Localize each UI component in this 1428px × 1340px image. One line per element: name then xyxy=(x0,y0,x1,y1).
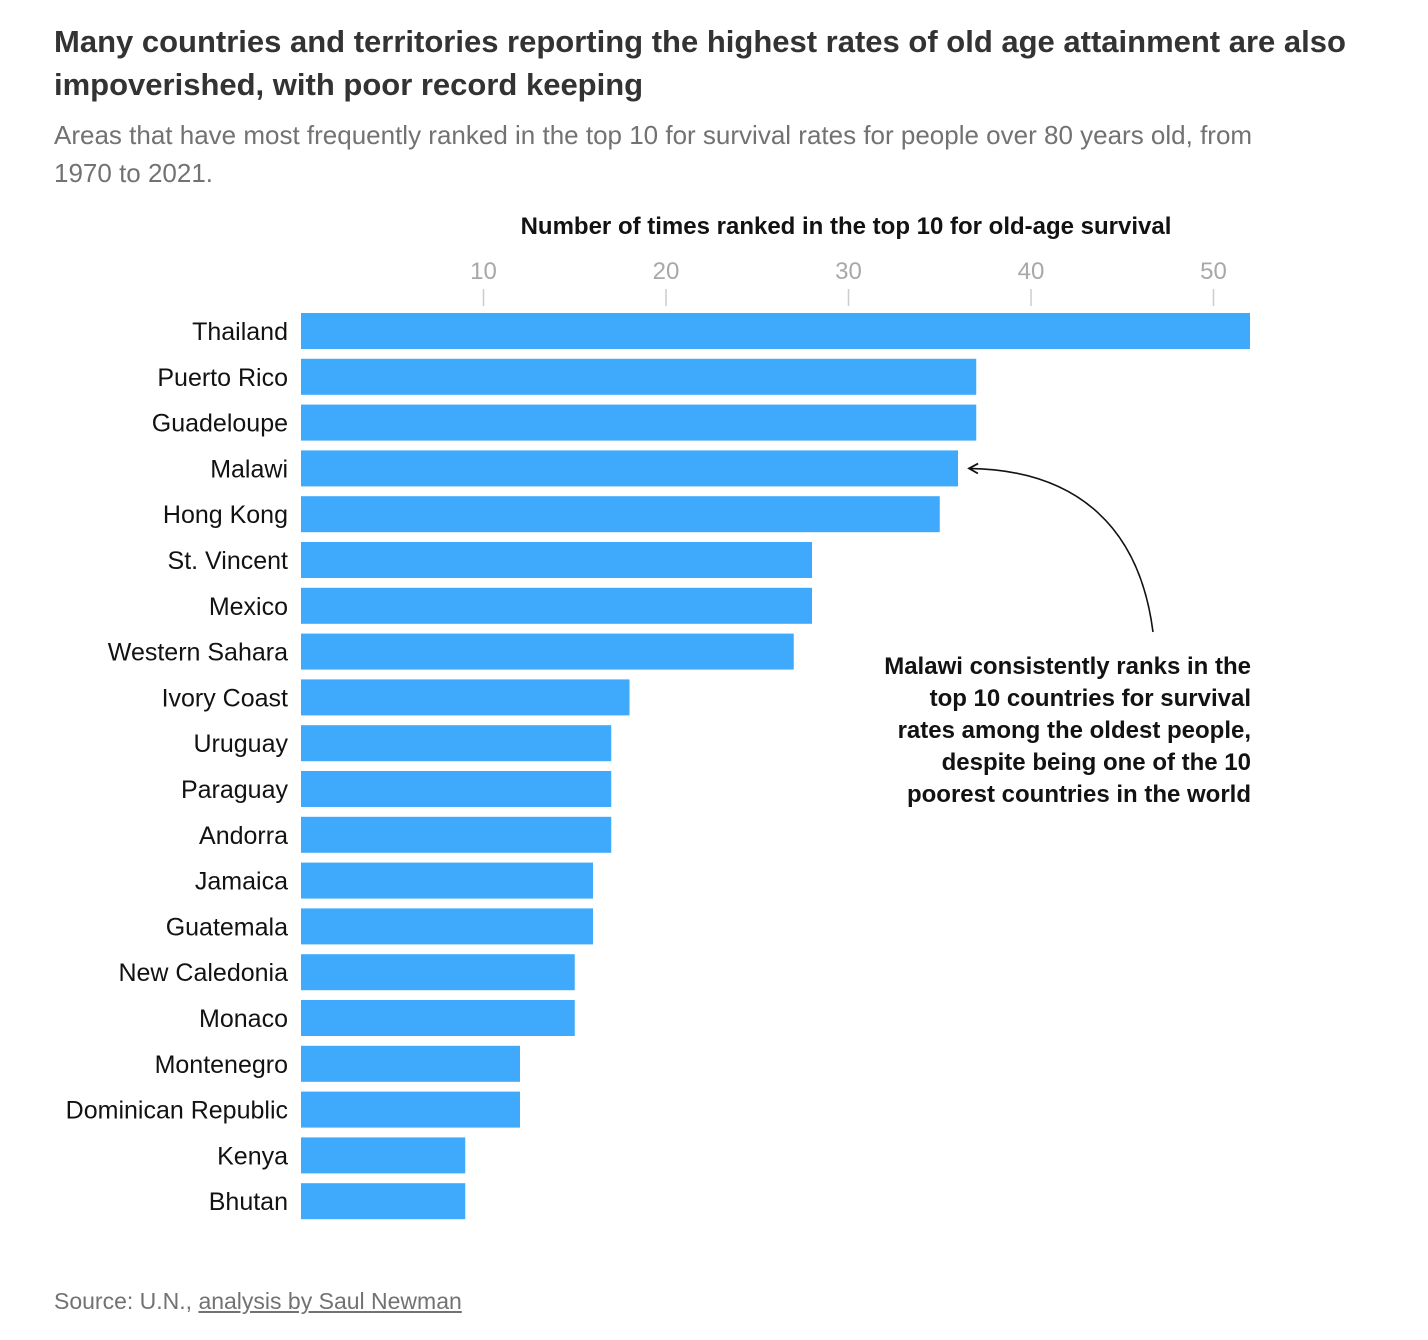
category-label: St. Vincent xyxy=(168,547,289,575)
x-tick-label: 20 xyxy=(653,258,680,285)
category-label: Montenegro xyxy=(155,1051,288,1079)
category-label: Paraguay xyxy=(181,776,289,804)
category-label: Hong Kong xyxy=(163,501,288,529)
category-label: Jamaica xyxy=(195,868,288,896)
category-labels: Thailand Puerto Rico Guadeloupe Malawi Hong … xyxy=(66,318,289,1216)
category-label: Western Sahara xyxy=(108,639,288,667)
category-label: Mexico xyxy=(209,593,288,621)
annotation: Malawi consistently ranks in the top 10 c… xyxy=(884,653,1251,808)
category-label: Ivory Coast xyxy=(162,684,288,712)
chart-title: Many countries and territories reporting… xyxy=(54,24,1346,102)
category-label: Bhutan xyxy=(209,1188,288,1216)
bar xyxy=(301,816,612,853)
annotation-line: top 10 countries for survival xyxy=(930,685,1251,712)
x-tick-label: 40 xyxy=(1018,258,1045,285)
category-label: Uruguay xyxy=(194,730,289,758)
x-axis-title: Number of times ranked in the top 10 for… xyxy=(521,213,1172,240)
bar xyxy=(301,587,812,624)
bar xyxy=(301,450,958,487)
category-label: Puerto Rico xyxy=(157,364,288,392)
category-label: Andorra xyxy=(199,822,288,850)
bar xyxy=(301,542,812,578)
category-label: Malawi xyxy=(210,455,288,483)
category-label: Thailand xyxy=(192,318,288,346)
x-tick-label: 30 xyxy=(835,258,862,285)
annotation-line: Malawi consistently ranks in the xyxy=(884,653,1251,680)
chart-subtitle: Areas that have most frequently ranked i… xyxy=(54,120,1253,188)
bar xyxy=(301,1137,466,1174)
bar xyxy=(301,1091,520,1128)
category-label: Guatemala xyxy=(166,913,288,941)
bar xyxy=(301,358,977,395)
annotation-line: poorest countries in the world xyxy=(907,781,1251,808)
category-label: Monaco xyxy=(199,1005,288,1033)
bar xyxy=(301,862,593,899)
bar xyxy=(301,771,612,807)
bar xyxy=(301,633,794,670)
bar xyxy=(301,1000,575,1036)
category-label: Guadeloupe xyxy=(152,410,288,438)
category-label: Kenya xyxy=(217,1142,288,1170)
annotation-line: despite being one of the 10 xyxy=(942,749,1251,776)
category-label: Dominican Republic xyxy=(66,1097,288,1125)
bar xyxy=(301,496,940,533)
bar xyxy=(301,1183,466,1220)
annotation-arrow xyxy=(967,462,1154,633)
x-tick-label: 50 xyxy=(1200,258,1227,285)
x-axis-ticks: 10 20 30 40 50 xyxy=(470,258,1227,306)
bars xyxy=(301,313,1250,1220)
bar xyxy=(301,908,593,945)
annotation-line: rates among the oldest people, xyxy=(898,717,1251,744)
x-tick-label: 10 xyxy=(470,258,497,285)
bar xyxy=(301,725,612,762)
source-link[interactable]: analysis by Saul Newman xyxy=(198,1288,462,1314)
source-prefix: Source: U.N., xyxy=(54,1288,199,1314)
bar xyxy=(301,313,1250,349)
bar xyxy=(301,679,630,716)
bar xyxy=(301,404,977,441)
bar xyxy=(301,1045,520,1082)
category-label: New Caledonia xyxy=(118,959,288,987)
source-note: Source: U.N., analysis by Saul Newman xyxy=(54,1286,462,1316)
bar xyxy=(301,954,575,991)
bar-chart: Number of times ranked in the top 10 for… xyxy=(66,213,1251,1220)
